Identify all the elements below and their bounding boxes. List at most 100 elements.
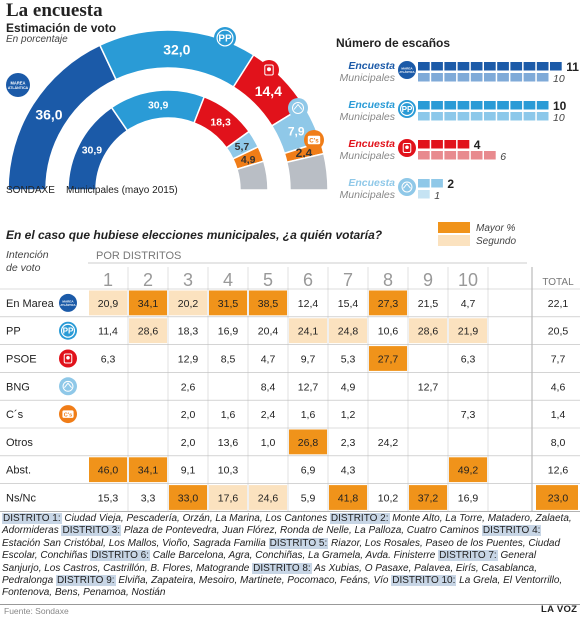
total-cell: 8,0 — [551, 437, 566, 449]
seat-bar-municipales — [510, 73, 523, 82]
table-cell: 4,3 — [341, 465, 356, 477]
svg-text:C's: C's — [309, 138, 319, 145]
district-tag: DISTRITO 3: — [61, 525, 122, 537]
seat-bar-encuesta — [497, 101, 509, 110]
district-description: Elviña, Zapateira, Mesoiro, Martinete, P… — [115, 575, 392, 587]
cell-highlight — [129, 318, 167, 344]
seat-value-municipales: 10 — [553, 73, 565, 85]
chart-subtitle: Estimación de voto — [6, 21, 117, 35]
row-label: Abst. — [6, 465, 31, 477]
cell-highlight — [209, 290, 247, 316]
table-cell: 2,0 — [181, 437, 196, 449]
district-description: General Sanjurjo, Los Castros, Castrilló… — [2, 550, 537, 574]
table-cell: 41,8 — [338, 493, 359, 505]
seat-value-encuesta: 11 — [566, 60, 579, 74]
table-cell: 6,3 — [101, 354, 116, 366]
seat-bar-encuesta — [431, 62, 443, 71]
seat-bar-encuesta — [444, 62, 457, 71]
seat-bar-municipales — [484, 112, 496, 121]
bng-icon — [288, 98, 308, 118]
cell-highlight — [329, 318, 367, 344]
table-cell: 2,3 — [341, 437, 356, 449]
seat-bar-encuesta — [536, 62, 549, 71]
arc-label: 7,9 — [288, 125, 305, 139]
total-cell: 7,7 — [551, 354, 566, 366]
seats-title: Número de escaños — [336, 36, 451, 50]
seat-bar-encuesta — [484, 62, 496, 71]
svg-text:MAREA: MAREA — [62, 299, 74, 303]
table-cell: 1,0 — [261, 437, 276, 449]
cell-highlight — [449, 457, 487, 483]
cell-highlight — [89, 290, 127, 316]
column-header: 10 — [458, 270, 478, 290]
seat-bar-municipales — [484, 73, 496, 82]
row-label: C´s — [6, 409, 24, 421]
legend-swatch-mayor — [438, 222, 470, 233]
seat-bar-municipales — [497, 112, 509, 121]
row-label: PSOE — [6, 354, 37, 366]
seats-label-encuesta: Encuesta — [348, 99, 395, 111]
table-cell: 33,0 — [178, 493, 199, 505]
arc-label: 30,9 — [148, 99, 169, 111]
seat-bar-municipales — [523, 112, 536, 121]
district-description: Calle Barcelona, Agra, Conchiñas, La Gra… — [150, 550, 439, 562]
cell-highlight — [409, 485, 447, 510]
seat-bar-municipales — [418, 151, 430, 160]
cell-highlight — [289, 429, 327, 455]
seat-bar-municipales — [457, 73, 470, 82]
table-cell: 49,2 — [458, 465, 479, 477]
chart-units: En porcentaje — [6, 34, 68, 45]
arc-label: 30,9 — [82, 145, 103, 157]
table-cell: 27,7 — [378, 354, 399, 366]
cell-highlight — [536, 485, 578, 510]
table-cell: 12,7 — [418, 381, 439, 393]
table-cell: 7,3 — [461, 409, 476, 421]
pp-icon: PP — [398, 100, 416, 118]
seat-value-municipales: 10 — [553, 112, 565, 124]
seat-bar-municipales — [536, 112, 549, 121]
seat-bar-encuesta — [497, 62, 509, 71]
district-description: La Grela, El Ventorrillo, Fontenova, Ben… — [2, 575, 563, 599]
seat-bar-municipales — [470, 151, 483, 160]
group-label: POR DISTRITOS — [96, 250, 181, 262]
column-header: 1 — [103, 270, 113, 290]
seat-bar-encuesta — [444, 101, 457, 110]
seats-label-encuesta: Encuesta — [348, 177, 395, 189]
table-cell: 5,3 — [341, 354, 356, 366]
table-cell: 8,4 — [261, 381, 276, 393]
seat-bar-municipales — [431, 151, 443, 160]
table-cell: 28,6 — [418, 326, 439, 338]
seats-label-encuesta: Encuesta — [348, 60, 395, 72]
table-cell: 9,7 — [301, 354, 316, 366]
cell-highlight — [249, 290, 287, 316]
table-cell: 4,9 — [341, 381, 356, 393]
seat-bar-municipales — [470, 112, 483, 121]
seat-bar-municipales — [444, 73, 457, 82]
table-cell: 16,9 — [458, 493, 479, 505]
column-header: 8 — [383, 270, 393, 290]
seat-bar-municipales — [470, 73, 483, 82]
district-tag: DISTRITO 10: — [391, 575, 457, 587]
seat-bar-encuesta — [523, 62, 536, 71]
table-title: En el caso que hubiese elecciones munici… — [6, 228, 383, 242]
table-cell: 11,4 — [98, 326, 118, 338]
district-description: Estación San Cristóbal, Los Mallos, Vioñ… — [2, 537, 269, 549]
table-cell: 28,6 — [138, 326, 159, 338]
seat-bar-municipales — [457, 112, 470, 121]
table-cell: 13,6 — [218, 437, 239, 449]
total-cell: 20,5 — [548, 326, 569, 338]
seat-bar-municipales — [418, 112, 430, 121]
seat-bar-municipales — [418, 190, 430, 199]
seat-bar-encuesta — [418, 62, 430, 71]
total-cell: 4,6 — [551, 381, 566, 393]
brand-logo: LA VOZ — [541, 604, 578, 615]
seat-bar-municipales — [431, 73, 443, 82]
svg-text:C's: C's — [64, 412, 72, 418]
cell-highlight — [129, 290, 167, 316]
table-cell: 15,4 — [338, 298, 359, 310]
table-cell: 34,1 — [138, 465, 159, 477]
legend-swatch-segundo — [438, 235, 470, 246]
seat-bar-encuesta — [418, 179, 430, 188]
